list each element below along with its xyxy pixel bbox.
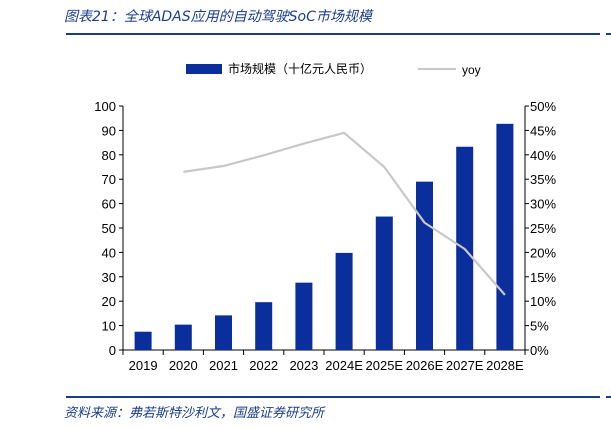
bar <box>295 282 313 350</box>
bar <box>134 331 152 350</box>
bar <box>335 252 353 350</box>
x-tick-label: 2026E <box>406 358 444 373</box>
yoy-line <box>183 131 506 296</box>
bottom-rule-segment <box>606 396 611 398</box>
bar <box>255 302 273 350</box>
legend: 市场规模（十亿元人民币） yoy <box>186 61 481 77</box>
x-tick-label: 2020 <box>169 358 198 373</box>
y-tick-label: 60 <box>102 197 116 212</box>
x-tick-label: 2022 <box>249 358 278 373</box>
y2-tick-label: 50% <box>530 99 556 114</box>
top-rule-segment <box>606 33 611 35</box>
y2-tick-label: 5% <box>530 319 549 334</box>
y2-tick-label: 15% <box>530 270 556 285</box>
y-tick-label: 100 <box>94 99 116 114</box>
source-note: 资料来源：弗若斯特沙利文，国盛证券研究所 <box>64 406 325 421</box>
legend-bar-swatch <box>186 64 222 74</box>
y2-tick-label: 45% <box>530 123 556 138</box>
legend-bar-label: 市场规模（十亿元人民币） <box>228 61 372 76</box>
y-tick-label: 30 <box>102 270 116 285</box>
bottom-rule <box>66 396 600 398</box>
y2-tick-label: 40% <box>530 148 556 163</box>
y-tick-label: 40 <box>102 245 116 260</box>
y-tick-label: 10 <box>102 319 116 334</box>
y-tick-label: 80 <box>102 148 116 163</box>
y-tick-label: 20 <box>102 294 116 309</box>
y-tick-label: 70 <box>102 172 116 187</box>
x-tick-label: 2021 <box>209 358 238 373</box>
bar <box>496 123 514 350</box>
y-tick-label: 0 <box>109 343 116 358</box>
chart-title: 图表21：全球ADAS应用的自动驾驶SoC市场规模 <box>64 9 372 25</box>
legend-line-label: yoy <box>462 63 481 77</box>
bar <box>174 324 192 350</box>
x-tick-label: 2024E <box>325 358 363 373</box>
y2-tick-label: 35% <box>530 172 556 187</box>
x-tick-label: 2027E <box>446 358 484 373</box>
y2-tick-label: 10% <box>530 294 556 309</box>
x-tick-label: 2025E <box>366 358 404 373</box>
bar <box>375 216 393 350</box>
y2-tick-label: 20% <box>530 245 556 260</box>
top-rule <box>66 33 600 35</box>
plot-area: 0 10 20 30 40 50 60 70 80 90 100 0% 5% 10% 15% 20% 25% 30… <box>94 99 556 373</box>
y2-tick-label: 30% <box>530 197 556 212</box>
bar <box>215 315 232 350</box>
y2-tick-label: 0% <box>530 343 549 358</box>
bar <box>416 181 433 350</box>
y2-tick-label: 25% <box>530 221 556 236</box>
x-tick-label: 2028E <box>486 358 524 373</box>
y-tick-label: 90 <box>102 123 116 138</box>
y-tick-label: 50 <box>102 221 116 236</box>
x-tick-label: 2023 <box>289 358 318 373</box>
x-tick-label: 2019 <box>129 358 158 373</box>
